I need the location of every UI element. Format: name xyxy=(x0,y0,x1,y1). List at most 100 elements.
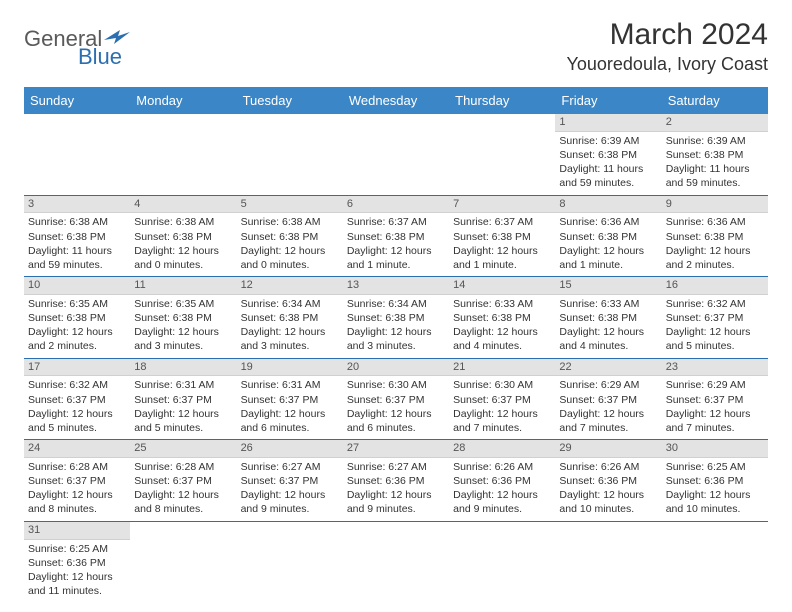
day-body: Sunrise: 6:38 AMSunset: 6:38 PMDaylight:… xyxy=(130,213,236,276)
day-cell: 12Sunrise: 6:34 AMSunset: 6:38 PMDayligh… xyxy=(237,277,343,358)
day-cell: 28Sunrise: 6:26 AMSunset: 6:36 PMDayligh… xyxy=(449,440,555,521)
week-row: 3Sunrise: 6:38 AMSunset: 6:38 PMDaylight… xyxy=(24,196,768,278)
empty-cell xyxy=(449,114,555,195)
sunrise-line: Sunrise: 6:35 AM xyxy=(28,297,126,311)
empty-cell xyxy=(343,522,449,603)
sunset-line: Sunset: 6:38 PM xyxy=(134,311,232,325)
week-row: 17Sunrise: 6:32 AMSunset: 6:37 PMDayligh… xyxy=(24,359,768,441)
sunrise-line: Sunrise: 6:38 AM xyxy=(28,215,126,229)
day-cell: 18Sunrise: 6:31 AMSunset: 6:37 PMDayligh… xyxy=(130,359,236,440)
day-cell: 24 Sunrise: 6:28 AMSunset: 6:37 PMDayligh… xyxy=(24,440,130,521)
day-number: 14 xyxy=(449,277,555,295)
sunset-line: Sunset: 6:38 PM xyxy=(453,230,551,244)
day-number: 6 xyxy=(343,196,449,214)
day-number: 12 xyxy=(237,277,343,295)
empty-cell xyxy=(343,114,449,195)
sunset-line: Sunset: 6:37 PM xyxy=(666,393,764,407)
day-body: Sunrise: 6:37 AMSunset: 6:38 PMDaylight:… xyxy=(449,213,555,276)
day-cell: 16Sunrise: 6:32 AMSunset: 6:37 PMDayligh… xyxy=(662,277,768,358)
day-number: 15 xyxy=(555,277,661,295)
day-number: 23 xyxy=(662,359,768,377)
sunrise-line: Sunrise: 6:28 AM xyxy=(28,460,126,474)
day-cell: 31Sunrise: 6:25 AMSunset: 6:36 PMDayligh… xyxy=(24,522,130,603)
day-body: Sunrise: 6:26 AMSunset: 6:36 PMDaylight:… xyxy=(449,458,555,521)
sunrise-line: Sunrise: 6:28 AM xyxy=(134,460,232,474)
sunset-line: Sunset: 6:37 PM xyxy=(241,393,339,407)
sunrise-line: Sunrise: 6:38 AM xyxy=(134,215,232,229)
daylight-line: Daylight: 12 hours and 1 minute. xyxy=(559,244,657,272)
daylight-line: Daylight: 12 hours and 2 minutes. xyxy=(666,244,764,272)
day-number: 5 xyxy=(237,196,343,214)
daylight-line: Daylight: 12 hours and 9 minutes. xyxy=(241,488,339,516)
day-cell: 3Sunrise: 6:38 AMSunset: 6:38 PMDaylight… xyxy=(24,196,130,277)
sunrise-line: Sunrise: 6:39 AM xyxy=(559,134,657,148)
weekday-monday: Monday xyxy=(130,87,236,114)
day-number: 4 xyxy=(130,196,236,214)
day-number: 22 xyxy=(555,359,661,377)
daylight-line: Daylight: 12 hours and 2 minutes. xyxy=(28,325,126,353)
sunset-line: Sunset: 6:37 PM xyxy=(28,474,126,488)
day-number: 18 xyxy=(130,359,236,377)
day-number: 11 xyxy=(130,277,236,295)
sunset-line: Sunset: 6:36 PM xyxy=(559,474,657,488)
daylight-line: Daylight: 12 hours and 9 minutes. xyxy=(453,488,551,516)
empty-cell xyxy=(555,522,661,603)
daylight-line: Daylight: 12 hours and 8 minutes. xyxy=(28,488,126,516)
day-body: Sunrise: 6:32 AMSunset: 6:37 PMDaylight:… xyxy=(24,376,130,439)
weekday-thursday: Thursday xyxy=(449,87,555,114)
sunrise-line: Sunrise: 6:36 AM xyxy=(559,215,657,229)
day-number: 2 xyxy=(662,114,768,132)
sunset-line: Sunset: 6:37 PM xyxy=(28,393,126,407)
sunset-line: Sunset: 6:37 PM xyxy=(134,393,232,407)
day-cell: 26Sunrise: 6:27 AMSunset: 6:37 PMDayligh… xyxy=(237,440,343,521)
day-body: Sunrise: 6:28 AMSunset: 6:37 PMDaylight:… xyxy=(130,458,236,521)
day-cell: 14Sunrise: 6:33 AMSunset: 6:38 PMDayligh… xyxy=(449,277,555,358)
day-cell: 22Sunrise: 6:29 AMSunset: 6:37 PMDayligh… xyxy=(555,359,661,440)
day-cell: 4Sunrise: 6:38 AMSunset: 6:38 PMDaylight… xyxy=(130,196,236,277)
day-cell: 17Sunrise: 6:32 AMSunset: 6:37 PMDayligh… xyxy=(24,359,130,440)
week-row: 10 Sunrise: 6:35 AM Sunset: 6:38 PM Dayligh… xyxy=(24,277,768,359)
sunset-line: Sunset: 6:38 PM xyxy=(347,230,445,244)
day-cell: 5Sunrise: 6:38 AMSunset: 6:38 PMDaylight… xyxy=(237,196,343,277)
day-body: Sunrise: 6:32 AMSunset: 6:37 PMDaylight:… xyxy=(662,295,768,358)
day-body: Sunrise: 6:34 AMSunset: 6:38 PMDaylight:… xyxy=(237,295,343,358)
daylight-line: Daylight: 12 hours and 9 minutes. xyxy=(347,488,445,516)
day-body: Sunrise: 6:31 AMSunset: 6:37 PMDaylight:… xyxy=(130,376,236,439)
daylight-line: Daylight: 12 hours and 3 minutes. xyxy=(347,325,445,353)
sunrise-line: Sunrise: 6:29 AM xyxy=(559,378,657,392)
sunset-line: Sunset: 6:36 PM xyxy=(666,474,764,488)
day-number: 24 xyxy=(24,440,130,458)
empty-cell xyxy=(130,114,236,195)
daylight-line: Daylight: 11 hours and 59 minutes. xyxy=(28,244,126,272)
day-number: 27 xyxy=(343,440,449,458)
daylight-line: Daylight: 12 hours and 5 minutes. xyxy=(28,407,126,435)
day-number: 16 xyxy=(662,277,768,295)
empty-cell xyxy=(24,114,130,195)
day-number: 8 xyxy=(555,196,661,214)
sunset-line: Sunset: 6:37 PM xyxy=(453,393,551,407)
day-cell: 23Sunrise: 6:29 AMSunset: 6:37 PMDayligh… xyxy=(662,359,768,440)
day-body: Sunrise: 6:38 AMSunset: 6:38 PMDaylight:… xyxy=(24,213,130,276)
sunrise-line: Sunrise: 6:37 AM xyxy=(347,215,445,229)
day-number: 21 xyxy=(449,359,555,377)
day-number: 19 xyxy=(237,359,343,377)
empty-cell xyxy=(130,522,236,603)
day-body: Sunrise: 6:38 AMSunset: 6:38 PMDaylight:… xyxy=(237,213,343,276)
sunset-line: Sunset: 6:38 PM xyxy=(134,230,232,244)
day-body: Sunrise: 6:36 AMSunset: 6:38 PMDaylight:… xyxy=(555,213,661,276)
day-cell: 6Sunrise: 6:37 AMSunset: 6:38 PMDaylight… xyxy=(343,196,449,277)
day-cell: 7Sunrise: 6:37 AMSunset: 6:38 PMDaylight… xyxy=(449,196,555,277)
weeks-container: 1Sunrise: 6:39 AMSunset: 6:38 PMDaylight… xyxy=(24,114,768,602)
title-block: March 2024 Youoredoula, Ivory Coast xyxy=(567,18,768,75)
day-number: 10 xyxy=(24,277,130,295)
daylight-line: Daylight: 12 hours and 6 minutes. xyxy=(347,407,445,435)
sunrise-line: Sunrise: 6:26 AM xyxy=(453,460,551,474)
daylight-line: Daylight: 12 hours and 3 minutes. xyxy=(241,325,339,353)
sunrise-line: Sunrise: 6:30 AM xyxy=(453,378,551,392)
sunset-line: Sunset: 6:37 PM xyxy=(347,393,445,407)
day-number: 29 xyxy=(555,440,661,458)
empty-cell xyxy=(237,522,343,603)
day-cell: 30Sunrise: 6:25 AMSunset: 6:36 PMDayligh… xyxy=(662,440,768,521)
daylight-line: Daylight: 12 hours and 7 minutes. xyxy=(666,407,764,435)
sunset-line: Sunset: 6:38 PM xyxy=(666,230,764,244)
